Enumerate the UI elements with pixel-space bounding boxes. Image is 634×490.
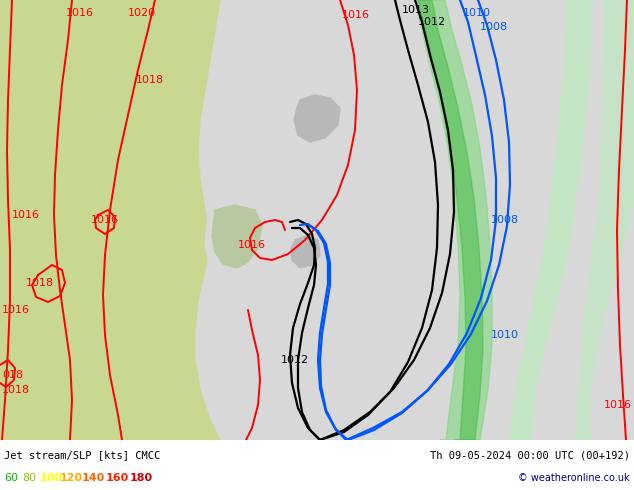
Text: 018: 018 — [2, 370, 23, 380]
Text: 1020: 1020 — [128, 8, 156, 18]
Text: 1018: 1018 — [2, 385, 30, 395]
Text: 1010: 1010 — [463, 8, 491, 18]
Text: © weatheronline.co.uk: © weatheronline.co.uk — [519, 473, 630, 483]
Polygon shape — [291, 235, 320, 268]
Text: 80: 80 — [22, 473, 36, 483]
Polygon shape — [575, 0, 634, 440]
Text: 140: 140 — [82, 473, 105, 483]
Text: 1016: 1016 — [342, 10, 370, 20]
Text: 100: 100 — [40, 473, 63, 483]
Text: 60: 60 — [4, 473, 18, 483]
Text: 1016: 1016 — [604, 400, 632, 410]
Text: 1018: 1018 — [136, 75, 164, 85]
Text: 1013: 1013 — [402, 5, 430, 15]
Text: 1016: 1016 — [91, 215, 119, 225]
Text: 1008: 1008 — [480, 22, 508, 32]
Text: 1016: 1016 — [12, 210, 40, 220]
Text: 120: 120 — [60, 473, 83, 483]
Text: 180: 180 — [130, 473, 153, 483]
Polygon shape — [294, 95, 340, 142]
Text: Jet stream/SLP [kts] CMCC: Jet stream/SLP [kts] CMCC — [4, 450, 160, 460]
Text: 1012: 1012 — [418, 17, 446, 27]
Text: 1008: 1008 — [491, 215, 519, 225]
Polygon shape — [212, 205, 262, 268]
Text: 1010: 1010 — [491, 330, 519, 340]
Polygon shape — [0, 0, 220, 440]
Text: Th 09-05-2024 00:00 UTC (00+192): Th 09-05-2024 00:00 UTC (00+192) — [430, 450, 630, 460]
Polygon shape — [415, 0, 492, 440]
Polygon shape — [205, 195, 275, 285]
Polygon shape — [175, 0, 634, 440]
Text: 1016: 1016 — [2, 305, 30, 315]
Text: 160: 160 — [106, 473, 129, 483]
Polygon shape — [510, 0, 590, 440]
Text: 1012: 1012 — [281, 355, 309, 365]
Text: 1018: 1018 — [26, 278, 54, 288]
Polygon shape — [418, 0, 483, 440]
Text: 1016: 1016 — [238, 240, 266, 250]
Text: 1016: 1016 — [66, 8, 94, 18]
